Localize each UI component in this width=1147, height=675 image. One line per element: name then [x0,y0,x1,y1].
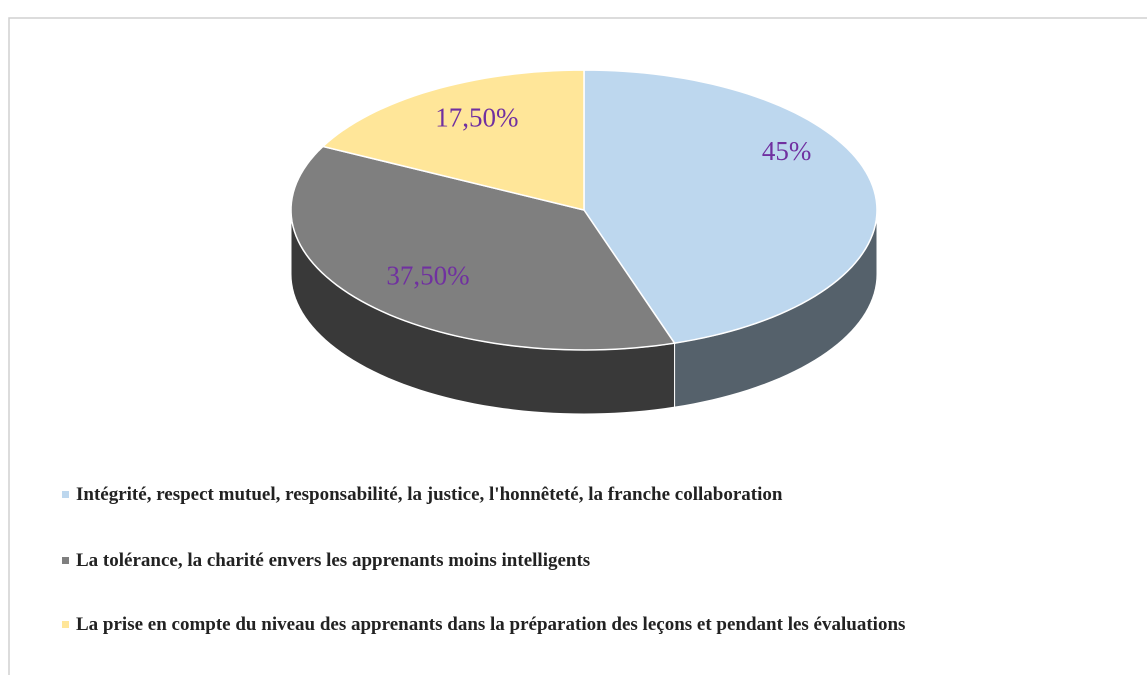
legend-swatch [62,491,69,498]
legend-swatch [62,557,69,564]
legend-text: Intégrité, respect mutuel, responsabilit… [76,484,783,505]
pie-tops [290,69,878,351]
legend-text: La tolérance, la charité envers les appr… [76,550,591,571]
data-label: 45% [762,136,812,166]
legend-text: La prise en compte du niveau des apprena… [76,614,906,635]
legend-item: La prise en compte du niveau des apprena… [62,612,1126,638]
legend-item: Intégrité, respect mutuel, responsabilit… [62,482,1126,508]
data-label: 37,50% [386,260,469,290]
frame [8,17,1147,675]
legend-item: La tolérance, la charité envers les appr… [62,548,1126,574]
pie-slice [583,69,878,344]
data-label: 17,50% [435,103,518,133]
data-labels: 45% 37,50% 17,50% [386,103,811,291]
legend-swatch [62,621,69,628]
pie-slice [290,145,676,351]
pie-slice [321,69,585,211]
